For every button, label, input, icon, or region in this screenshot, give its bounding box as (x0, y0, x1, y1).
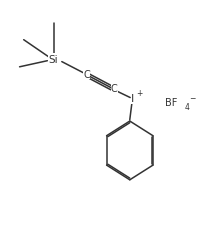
Text: 4: 4 (184, 102, 189, 111)
Text: C: C (83, 70, 90, 79)
Text: BF: BF (165, 97, 177, 107)
Text: −: − (190, 93, 196, 102)
Text: I: I (131, 94, 135, 104)
Text: C: C (111, 84, 118, 94)
Text: +: + (136, 89, 143, 98)
Text: Si: Si (49, 55, 58, 65)
